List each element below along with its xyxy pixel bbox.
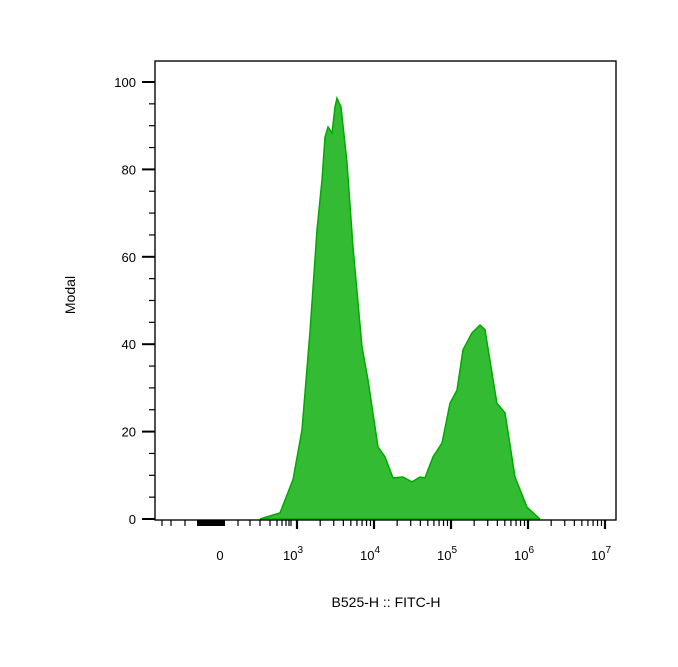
y-tick-label: 0: [129, 512, 136, 527]
x-tick-exponent: 5: [451, 545, 457, 556]
x-tick-label: 103: [283, 545, 303, 563]
x-tick-exponent: 4: [374, 545, 380, 556]
x-tick-base: 10: [437, 548, 451, 563]
y-tick-label: 100: [114, 75, 136, 90]
x-tick-exponent: 6: [528, 545, 534, 556]
x-tick-base: 0: [216, 548, 223, 563]
y-tick-label: 40: [122, 337, 136, 352]
y-tick-label: 20: [122, 425, 136, 440]
y-tick-label: 60: [122, 250, 136, 265]
y-tick-label: 80: [122, 162, 136, 177]
y-axis: 0 20 40 60 80 100: [114, 75, 155, 527]
x-tick-label: 0: [216, 548, 223, 563]
plot-frame: [154, 60, 617, 521]
plot-frame: [154, 60, 617, 521]
x-tick-label: 107: [591, 545, 611, 563]
x-tick-exponent: 3: [297, 545, 303, 556]
y-axis-title: Modal: [62, 276, 78, 314]
x-tick-base: 10: [514, 548, 528, 563]
x-tick-base: 10: [360, 548, 374, 563]
x-tick-label: 106: [514, 545, 534, 563]
x-axis-title: B525-H :: FITC-H: [332, 594, 441, 610]
histogram-area: [259, 95, 541, 520]
x-tick-label: 105: [437, 545, 457, 563]
x-tick-base: 10: [283, 548, 297, 563]
x-axis: 0 103 104 105 106 107: [161, 520, 611, 563]
x-tick-label: 104: [360, 545, 380, 563]
x-tick-exponent: 7: [605, 545, 611, 556]
x-tick-base: 10: [591, 548, 605, 563]
negative-events-cluster: [197, 520, 225, 526]
